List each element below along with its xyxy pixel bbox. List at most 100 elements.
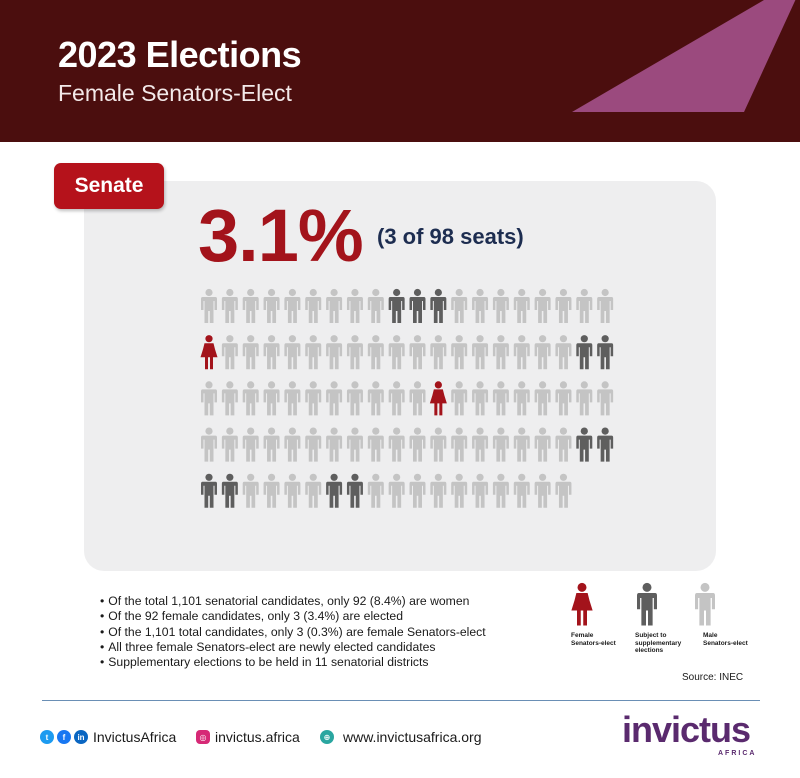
male-senator-icon (555, 427, 572, 462)
male-senator-icon (221, 427, 238, 462)
footer-social-links[interactable]: t f in InvictusAfrica (40, 729, 176, 745)
male-senator-icon (430, 427, 447, 462)
male-senator-icon (492, 288, 509, 323)
fact-item: All three female Senators-elect are newl… (100, 640, 486, 655)
male-senator-icon (263, 473, 280, 508)
fact-item: Of the 92 female candidates, only 3 (3.4… (100, 609, 486, 624)
male-senator-icon (326, 288, 343, 323)
male-senator-icon (388, 335, 405, 370)
instagram-icon[interactable]: ◎ (196, 730, 210, 744)
female-senator-icon (200, 335, 218, 370)
male-senator-icon (534, 473, 551, 508)
male-senator-icon (242, 381, 259, 416)
male-senator-icon (367, 427, 384, 462)
supplementary-seat-icon (326, 473, 343, 508)
fact-item: Supplementary elections to be held in 11… (100, 655, 486, 670)
male-senator-icon (326, 381, 343, 416)
fact-item: Of the total 1,101 senatorial candidates… (100, 594, 486, 609)
male-senator-icon (367, 473, 384, 508)
male-senator-icon (409, 427, 426, 462)
supplementary-seat-icon (201, 473, 217, 508)
male-senator-icon (534, 381, 551, 416)
male-senator-icon (555, 335, 572, 370)
male-senator-icon (388, 473, 405, 508)
male-senator-icon (409, 335, 426, 370)
male-senator-icon (242, 335, 259, 370)
male-senator-icon (534, 427, 551, 462)
facts-list: Of the total 1,101 senatorial candidates… (100, 594, 486, 670)
male-senator-icon (284, 288, 301, 323)
male-senator-icon (409, 473, 426, 508)
male-senator-icon (472, 335, 489, 370)
male-senator-icon (492, 473, 509, 508)
male-senator-icon (409, 381, 426, 416)
footer-divider (42, 700, 760, 701)
supplementary-seat-icon (597, 335, 614, 370)
globe-icon[interactable]: ⊕ (320, 730, 334, 744)
male-senator-icon (451, 288, 468, 323)
male-senator-icon (284, 473, 301, 508)
page-subtitle: Female Senators-Elect (58, 80, 292, 106)
male-senator-icon (201, 381, 217, 416)
male-senator-icon (221, 288, 238, 323)
supplementary-seat-icon (597, 427, 614, 462)
male-senator-icon (242, 427, 259, 462)
footer-instagram-link[interactable]: ◎ invictus.africa (196, 729, 300, 745)
male-senator-icon (451, 335, 468, 370)
legend-female-icon (571, 582, 593, 626)
legend-male-label: Male Senators-elect (703, 632, 748, 647)
male-senator-icon (284, 335, 301, 370)
female-senator-icon (429, 381, 447, 416)
male-senator-icon (305, 473, 322, 508)
male-senator-icon (555, 381, 572, 416)
male-senator-icon (263, 381, 280, 416)
supplementary-seat-icon (576, 427, 593, 462)
supplementary-seat-icon (576, 335, 593, 370)
male-senator-icon (284, 381, 301, 416)
male-senator-icon (326, 335, 343, 370)
male-senator-icon (451, 427, 468, 462)
website-url[interactable]: www.invictusafrica.org (343, 729, 482, 745)
male-senator-icon (513, 335, 530, 370)
male-senator-icon (346, 335, 363, 370)
male-senator-icon (430, 335, 447, 370)
instagram-handle[interactable]: invictus.africa (215, 729, 300, 745)
male-senator-icon (451, 473, 468, 508)
male-senator-icon (513, 473, 530, 508)
male-senator-icon (472, 473, 489, 508)
male-senator-icon (221, 381, 238, 416)
male-senator-icon (263, 288, 280, 323)
supplementary-seat-icon (430, 288, 447, 323)
supplementary-seat-icon (409, 288, 426, 323)
male-senator-icon (492, 381, 509, 416)
male-senator-icon (305, 335, 322, 370)
male-senator-icon (576, 381, 593, 416)
supplementary-seat-icon (221, 473, 238, 508)
male-senator-icon (513, 427, 530, 462)
male-senator-icon (555, 288, 572, 323)
male-senator-icon (201, 427, 217, 462)
facebook-icon[interactable]: f (57, 730, 71, 744)
page-title: 2023 Elections (58, 34, 302, 75)
male-senator-icon (367, 288, 384, 323)
footer-website-link[interactable]: ⊕ www.invictusafrica.org (320, 729, 482, 745)
male-senator-icon (346, 381, 363, 416)
linkedin-icon[interactable]: in (74, 730, 88, 744)
social-handle[interactable]: InvictusAfrica (93, 729, 177, 745)
male-senator-icon (263, 335, 280, 370)
legend-female-label: Female Senators-elect (571, 632, 616, 647)
supplementary-seat-icon (388, 288, 405, 323)
male-senator-icon (534, 335, 551, 370)
male-senator-icon (221, 335, 238, 370)
headline-seats-note: (3 of 98 seats) (377, 224, 524, 249)
male-senator-icon (534, 288, 551, 323)
male-senator-icon (284, 427, 301, 462)
twitter-icon[interactable]: t (40, 730, 54, 744)
senate-badge: Senate (54, 163, 164, 209)
male-senator-icon (472, 427, 489, 462)
invictus-logo: invictus (622, 709, 751, 750)
header-accent-shape (572, 0, 800, 112)
male-senator-icon (597, 288, 614, 323)
fact-item: Of the 1,101 total candidates, only 3 (0… (100, 625, 485, 640)
